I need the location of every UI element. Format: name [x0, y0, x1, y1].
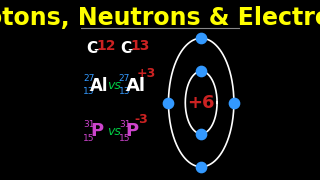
Text: 13: 13	[83, 87, 95, 96]
Text: 15: 15	[119, 134, 130, 143]
Text: +6: +6	[188, 93, 215, 111]
Text: 27: 27	[119, 74, 130, 83]
Text: vs: vs	[108, 125, 121, 138]
Text: 13: 13	[130, 39, 149, 53]
Text: 31: 31	[83, 120, 95, 129]
Text: Al: Al	[126, 76, 146, 94]
Text: P: P	[126, 122, 139, 140]
Point	[166, 101, 171, 104]
Point	[199, 165, 204, 168]
Text: 12: 12	[96, 39, 116, 53]
Text: vs: vs	[108, 79, 121, 92]
Text: Protons, Neutrons & Electrons: Protons, Neutrons & Electrons	[0, 6, 320, 30]
Point	[199, 132, 204, 135]
Point	[231, 101, 236, 104]
Text: 31: 31	[119, 120, 130, 129]
Text: +3: +3	[137, 68, 156, 80]
Text: 15: 15	[83, 134, 95, 143]
Text: -: -	[127, 41, 132, 56]
Text: 13: 13	[119, 87, 130, 96]
Text: -: -	[93, 41, 99, 56]
Text: 27: 27	[83, 74, 95, 83]
Point	[199, 70, 204, 73]
Text: P: P	[90, 122, 103, 140]
Text: C: C	[120, 41, 132, 56]
Text: Al: Al	[90, 76, 109, 94]
Text: C: C	[86, 41, 98, 56]
Text: -3: -3	[134, 113, 148, 126]
Point	[199, 37, 204, 40]
